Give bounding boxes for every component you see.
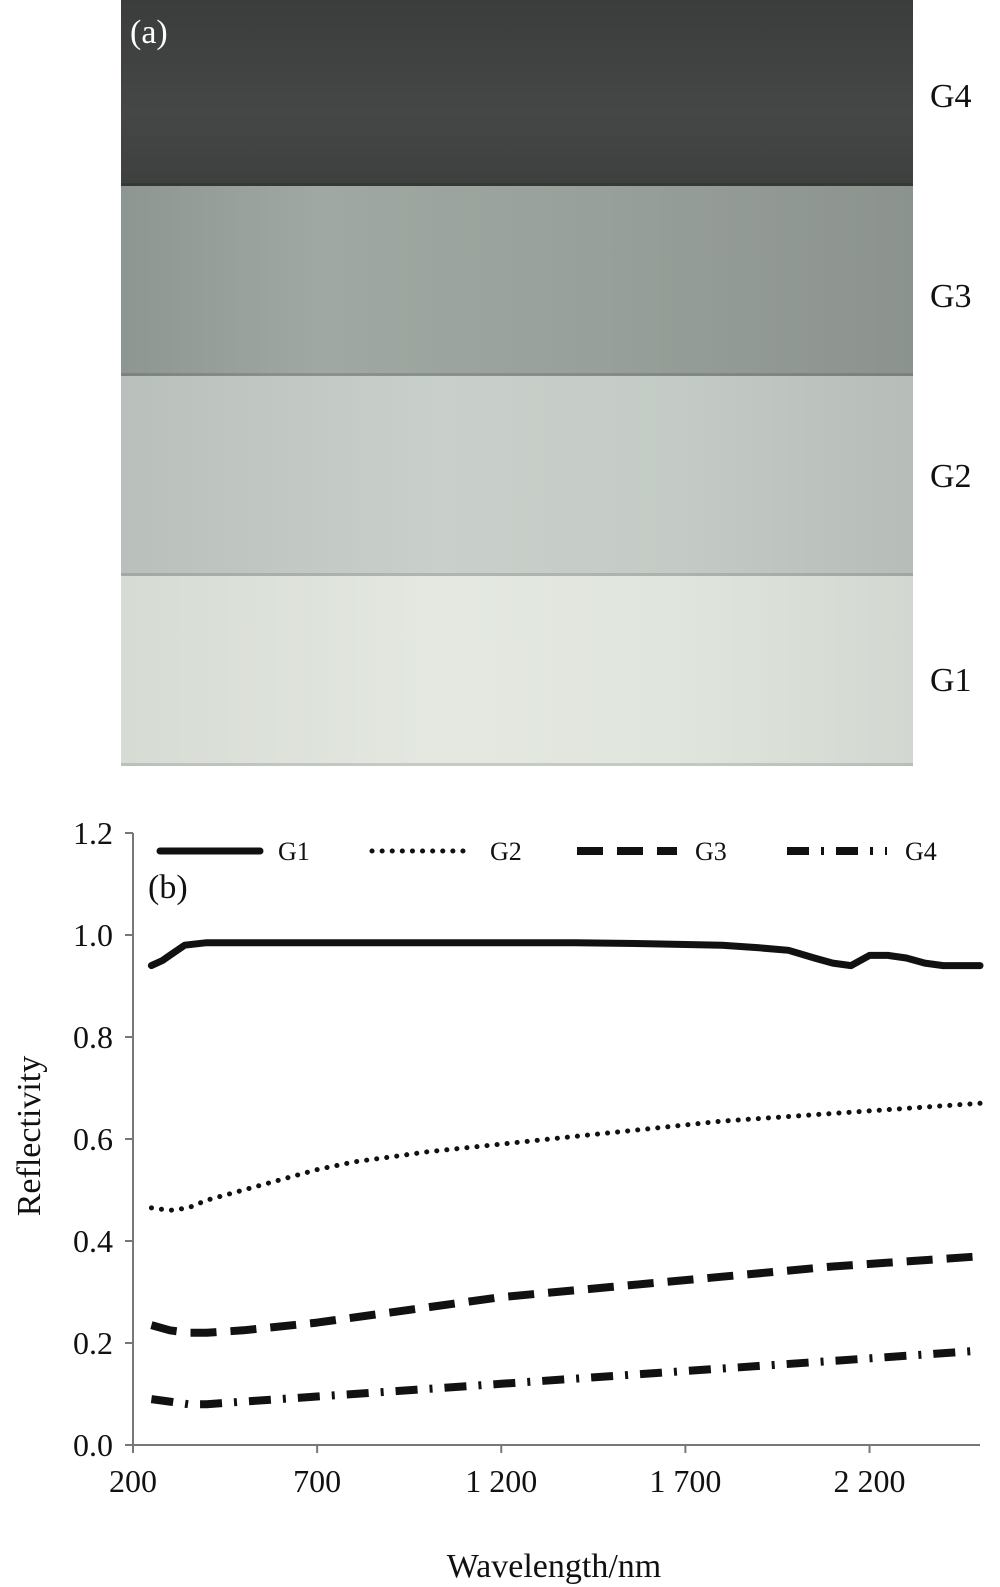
panel-a-label: (a) <box>130 14 168 51</box>
y-tick-label: 0.8 <box>73 1019 113 1055</box>
chart-legend: G1 G2 G3 G4 <box>156 837 937 866</box>
x-tick-label: 1 700 <box>649 1463 721 1499</box>
sample-strip-g1 <box>121 576 913 766</box>
x-tick-label: 200 <box>109 1463 157 1499</box>
strip-label-g1: G1 <box>930 662 972 699</box>
legend-label-g3: G3 <box>695 837 727 866</box>
strip-label-g2: G2 <box>930 458 972 495</box>
legend-label-g1: G1 <box>278 837 310 866</box>
legend-label-g4: G4 <box>905 837 937 866</box>
y-tick-label: 1.2 <box>73 815 113 851</box>
y-axis-label: Reflectivity <box>11 1056 48 1217</box>
panel-a: (a) G4 G3 G2 G1 <box>0 0 1000 780</box>
x-axis-label: Wavelength/nm <box>447 1548 661 1585</box>
y-tick-label: 0.4 <box>73 1223 113 1259</box>
y-tick-label: 1.0 <box>73 917 113 953</box>
x-tick-label: 1 200 <box>465 1463 537 1499</box>
series-line-g2 <box>148 1100 983 1213</box>
y-tick-label: 0.2 <box>73 1325 113 1361</box>
sample-photo <box>121 0 913 766</box>
strip-label-g3: G3 <box>930 278 972 315</box>
panel-b-label: (b) <box>148 869 188 906</box>
chart-series <box>147 939 984 1409</box>
series-line-g3 <box>150 1252 981 1337</box>
series-line-g1 <box>147 939 984 970</box>
sample-strip-g2 <box>121 376 913 576</box>
strip-label-g4: G4 <box>930 78 972 115</box>
y-tick-label: 0.0 <box>73 1427 113 1463</box>
sample-strip-g3 <box>121 186 913 376</box>
legend-label-g2: G2 <box>490 837 522 866</box>
chart-ticks: 0.0 0.2 0.4 0.6 0.8 1.0 1.2 200 700 1 200 1 700 2 2… <box>73 815 906 1499</box>
series-line-g4 <box>150 1346 981 1409</box>
y-tick-label: 0.6 <box>73 1121 113 1157</box>
sample-strip-g4 <box>121 0 913 186</box>
reflectivity-chart: 0.0 0.2 0.4 0.6 0.8 1.0 1.2 200 700 1 200 1 700 2 2… <box>11 815 984 1585</box>
x-tick-label: 700 <box>293 1463 341 1499</box>
x-tick-label: 2 200 <box>834 1463 906 1499</box>
